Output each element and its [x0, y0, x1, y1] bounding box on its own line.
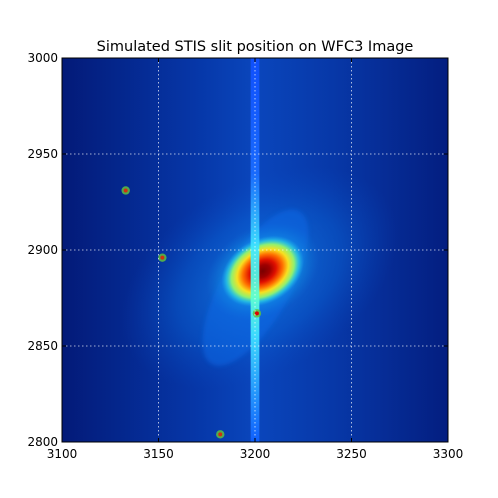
x-tick-label: 3200 [240, 447, 271, 461]
y-tick-label: 2800 [27, 435, 58, 449]
x-tick-label: 3250 [336, 447, 367, 461]
point-source [123, 188, 128, 193]
x-tick-label: 3300 [433, 447, 464, 461]
galaxy-core [221, 235, 305, 307]
point-source [254, 311, 259, 316]
y-tick-label: 2900 [27, 243, 58, 257]
grid-lines [62, 58, 448, 442]
point-source [160, 255, 165, 260]
chart-title: Simulated STIS slit position on WFC3 Ima… [97, 39, 414, 55]
point-source [218, 432, 223, 437]
axis-ticks: 3100 3150 3200 3250 3300 2800 2850 2900 2950 3000 [27, 51, 463, 461]
x-tick-label: 3150 [143, 447, 174, 461]
x-tick-label: 3100 [47, 447, 78, 461]
y-tick-label: 3000 [27, 51, 58, 65]
y-tick-label: 2850 [27, 339, 58, 353]
y-tick-label: 2950 [27, 147, 58, 161]
